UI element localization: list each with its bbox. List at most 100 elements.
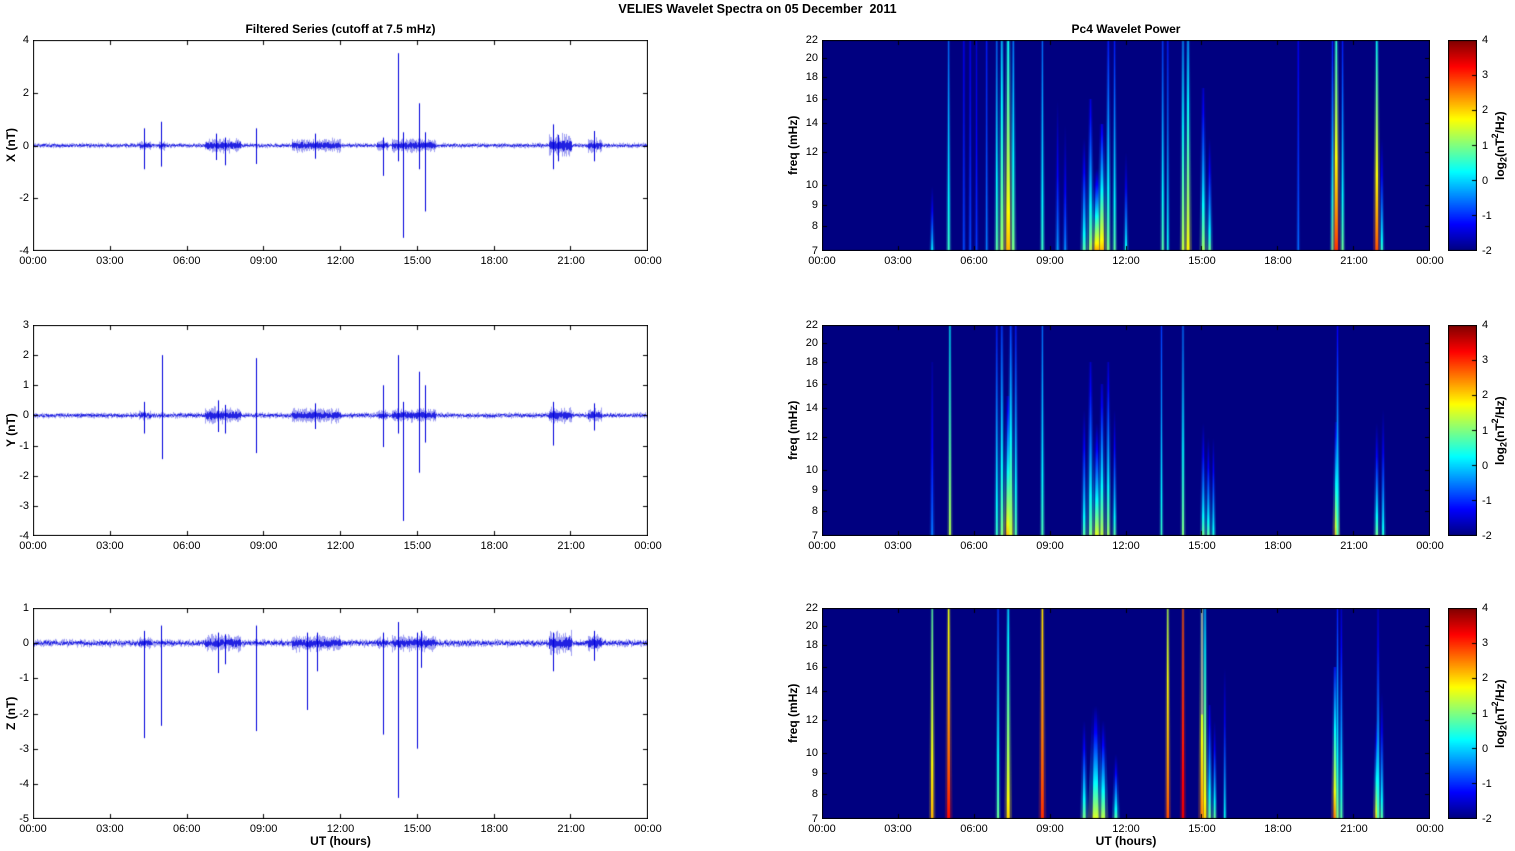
y-tick-label: -4 xyxy=(19,245,29,257)
y-tick-label: -1 xyxy=(19,439,29,452)
y-tick-label: 3 xyxy=(22,319,29,331)
x-tick-label: 00:00 xyxy=(1416,255,1444,267)
y-tick-label: -3 xyxy=(19,742,29,755)
freq-tick-label: 14 xyxy=(805,685,818,698)
x-tick-label: 06:00 xyxy=(960,540,988,552)
freq-tick-label: 12 xyxy=(805,713,818,726)
colorbar-tick-label: -2 xyxy=(1482,245,1492,257)
colorbar-tick-label: -1 xyxy=(1482,494,1492,507)
x-tick-label: 06:00 xyxy=(960,823,988,835)
colorbar-tick-label: 2 xyxy=(1482,104,1489,117)
colorbar-tick-label: 1 xyxy=(1482,707,1489,720)
freq-tick-label: 8 xyxy=(811,788,818,801)
x-tick-label: 00:00 xyxy=(808,255,836,267)
x-tick-label: 18:00 xyxy=(480,540,509,552)
y-tick-label: 0 xyxy=(22,139,29,152)
freq-tick-label: 9 xyxy=(811,766,818,779)
colorbar-tick-label: 0 xyxy=(1482,742,1489,755)
x-tick-label: 09:00 xyxy=(1036,540,1064,552)
left-column-title: Filtered Series (cutoff at 7.5 mHz) xyxy=(245,22,436,36)
y-wavelet-spectrogram xyxy=(822,325,1430,536)
colorbar-tick-label: -2 xyxy=(1482,530,1492,542)
colorbar-tick-label: 3 xyxy=(1482,637,1489,650)
x-tick-label: 18:00 xyxy=(480,255,509,267)
colorbar-tick-label: 1 xyxy=(1482,139,1489,152)
freq-tick-label: 8 xyxy=(811,505,818,518)
page-title: VELIES Wavelet Spectra on 05 December 20… xyxy=(618,2,897,16)
y-tick-label: 1 xyxy=(22,602,29,614)
y-tick-label: 1 xyxy=(22,379,29,392)
y-tick-label: 2 xyxy=(22,86,29,99)
x-tick-label: 00:00 xyxy=(19,540,47,552)
x-tick-label: 00:00 xyxy=(1416,823,1444,835)
right-column-title: Pc4 Wavelet Power xyxy=(1071,22,1181,36)
z-series-plot-canvas xyxy=(33,608,648,819)
freq-tick-label: 18 xyxy=(805,70,818,83)
colorbar-tick-label: 3 xyxy=(1482,69,1489,82)
freq-tick-label: 7 xyxy=(811,245,818,257)
colorbar-tick-label: 4 xyxy=(1482,34,1489,46)
x-tick-label: 00:00 xyxy=(1416,540,1444,552)
y-tick-label: 4 xyxy=(22,34,29,46)
freq-tick-label: 9 xyxy=(811,198,818,211)
x-tick-label: 12:00 xyxy=(326,823,355,835)
freq-tick-label: 8 xyxy=(811,220,818,233)
x-tick-label: 18:00 xyxy=(480,823,509,835)
y-wavelet-heatmap-canvas xyxy=(822,325,1430,536)
y-tick-label: -4 xyxy=(19,777,29,790)
y-series-plot-canvas xyxy=(33,325,648,536)
y-tick-label: -2 xyxy=(19,707,29,720)
y-series-plot xyxy=(33,325,648,536)
freq-tick-label: 14 xyxy=(805,117,818,130)
colorbar-tick-label: -2 xyxy=(1482,813,1492,825)
y-tick-label: -1 xyxy=(19,672,29,685)
x-tick-label: 03:00 xyxy=(96,540,124,552)
freq-tick-label: 16 xyxy=(805,377,818,390)
y-tick-label: 0 xyxy=(22,637,29,650)
colorbar-tick-label: 4 xyxy=(1482,319,1489,331)
x-tick-label: 18:00 xyxy=(1264,255,1292,267)
x-tick-label: 21:00 xyxy=(557,823,585,835)
x-tick-label: 09:00 xyxy=(249,823,278,835)
colorbar-2 xyxy=(1448,325,1477,536)
x-tick-label: 03:00 xyxy=(96,823,124,835)
x-axis-label-left: UT (hours) xyxy=(310,834,371,848)
freq-tick-label: 12 xyxy=(805,145,818,158)
colorbar-canvas-1 xyxy=(1448,40,1477,251)
y-tick-label: -2 xyxy=(19,469,29,482)
freq-tick-label: 22 xyxy=(805,34,818,46)
x-wavelet-spectrogram xyxy=(822,40,1430,251)
x-tick-label: 21:00 xyxy=(1340,540,1368,552)
x-tick-label: 00:00 xyxy=(634,823,662,835)
x-tick-label: 03:00 xyxy=(884,255,912,267)
freq-tick-label: 22 xyxy=(805,319,818,331)
x-tick-label: 18:00 xyxy=(1264,540,1292,552)
freq-tick-label: 9 xyxy=(811,483,818,496)
z-wavelet-spectrogram xyxy=(822,608,1430,819)
x-tick-label: 18:00 xyxy=(1264,823,1292,835)
x-tick-label: 06:00 xyxy=(172,823,201,835)
freq-tick-label: 10 xyxy=(805,747,818,760)
freq-tick-label: 10 xyxy=(805,179,818,192)
freq-tick-label: 22 xyxy=(805,602,818,614)
x-tick-label: 06:00 xyxy=(172,255,201,267)
freq-tick-label: 20 xyxy=(805,51,818,64)
x-tick-label: 21:00 xyxy=(557,255,585,267)
y-tick-label: -4 xyxy=(19,530,29,542)
x-series-plot xyxy=(33,40,648,251)
x-tick-label: 06:00 xyxy=(172,540,201,552)
colorbar-tick-label: 3 xyxy=(1482,354,1489,367)
x-tick-label: 15:00 xyxy=(403,255,432,267)
x-tick-label: 12:00 xyxy=(1112,823,1140,835)
x-tick-label: 00:00 xyxy=(19,823,47,835)
colorbar-canvas-2 xyxy=(1448,325,1477,536)
x-tick-label: 15:00 xyxy=(1188,255,1216,267)
x-tick-label: 12:00 xyxy=(326,540,355,552)
colorbar-canvas-3 xyxy=(1448,608,1477,819)
freq-tick-label: 10 xyxy=(805,464,818,477)
x-tick-label: 09:00 xyxy=(1036,823,1064,835)
colorbar-tick-label: 1 xyxy=(1482,424,1489,437)
y-tick-label: 0 xyxy=(22,409,29,422)
x-tick-label: 03:00 xyxy=(96,255,124,267)
x-tick-label: 21:00 xyxy=(1340,255,1368,267)
